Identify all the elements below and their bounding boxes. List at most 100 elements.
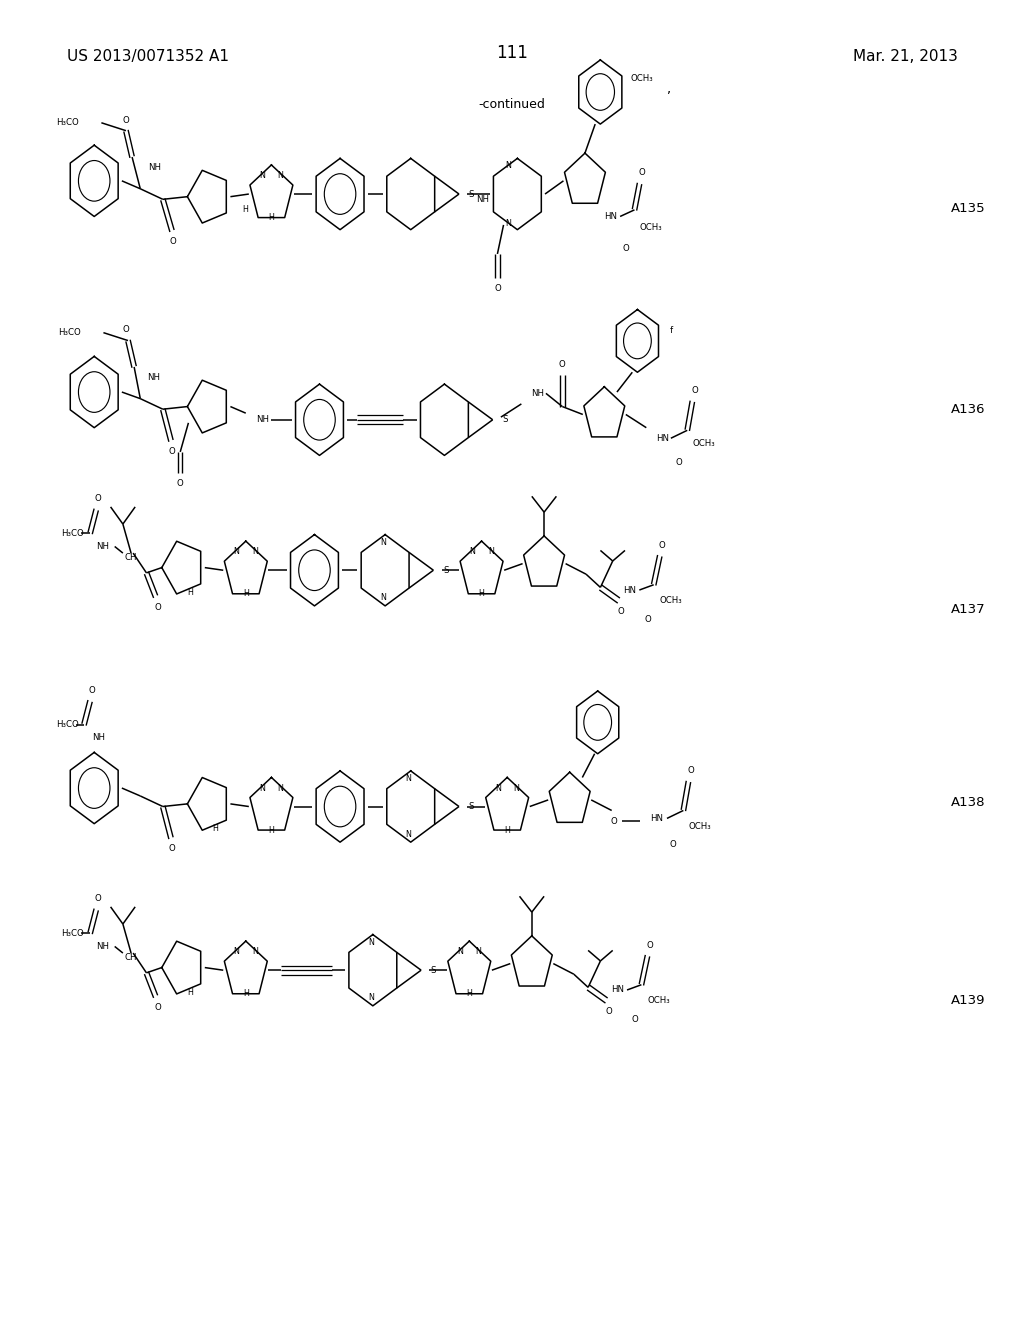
Text: NH: NH xyxy=(148,164,162,172)
Text: N: N xyxy=(380,594,386,602)
Text: Mar. 21, 2013: Mar. 21, 2013 xyxy=(853,49,957,65)
Text: NH: NH xyxy=(96,543,110,550)
Text: O: O xyxy=(169,845,175,853)
Text: N: N xyxy=(406,775,412,783)
Text: N: N xyxy=(475,948,481,956)
Text: A138: A138 xyxy=(950,796,985,809)
Text: O: O xyxy=(123,326,129,334)
Text: N: N xyxy=(233,948,240,956)
Text: O: O xyxy=(670,841,677,849)
Text: A137: A137 xyxy=(950,603,985,616)
Text: N: N xyxy=(259,784,265,792)
Text: O: O xyxy=(177,479,183,488)
Text: H: H xyxy=(268,214,274,222)
Text: OCH₃: OCH₃ xyxy=(688,822,712,830)
Text: H: H xyxy=(212,824,218,833)
Text: A136: A136 xyxy=(950,403,985,416)
Text: N: N xyxy=(259,172,265,180)
Text: O: O xyxy=(691,387,697,395)
Text: H: H xyxy=(242,206,248,214)
Text: HN: HN xyxy=(623,586,636,594)
Text: N: N xyxy=(380,539,386,546)
Text: NH: NH xyxy=(256,416,269,424)
Text: O: O xyxy=(89,686,95,694)
Text: NH: NH xyxy=(92,734,105,742)
Text: O: O xyxy=(610,817,617,825)
Text: NH: NH xyxy=(531,389,545,397)
Text: O: O xyxy=(155,1003,161,1011)
Text: A135: A135 xyxy=(950,202,985,215)
Text: H: H xyxy=(243,590,249,598)
Text: N: N xyxy=(278,172,284,180)
Text: N: N xyxy=(368,939,374,946)
Text: O: O xyxy=(676,458,682,466)
Text: 111: 111 xyxy=(496,44,528,62)
Text: CH: CH xyxy=(125,553,137,561)
Text: HN: HN xyxy=(656,434,670,442)
Text: N: N xyxy=(505,161,511,169)
Text: H: H xyxy=(186,987,193,997)
Text: NH: NH xyxy=(96,942,110,950)
Text: HN: HN xyxy=(604,213,616,220)
Text: O: O xyxy=(644,615,651,623)
Text: N: N xyxy=(233,548,240,556)
Text: H₃CO: H₃CO xyxy=(56,721,79,729)
Text: A139: A139 xyxy=(950,994,985,1007)
Text: O: O xyxy=(658,541,666,549)
Text: OCH₃: OCH₃ xyxy=(659,597,683,605)
Text: OCH₃: OCH₃ xyxy=(692,440,715,447)
Text: O: O xyxy=(95,895,101,903)
Text: O: O xyxy=(494,284,501,293)
Text: O: O xyxy=(638,169,645,177)
Text: O: O xyxy=(646,941,653,949)
Text: O: O xyxy=(95,495,101,503)
Text: OCH₃: OCH₃ xyxy=(647,997,671,1005)
Text: O: O xyxy=(617,607,625,615)
Text: N: N xyxy=(469,548,475,556)
Text: H₃CO: H₃CO xyxy=(61,529,84,537)
Text: NH: NH xyxy=(147,374,161,381)
Text: H: H xyxy=(243,990,249,998)
Text: H: H xyxy=(186,587,193,597)
Text: CH: CH xyxy=(125,953,137,961)
Text: H: H xyxy=(268,826,274,834)
Text: ,: , xyxy=(667,83,671,96)
Text: US 2013/0071352 A1: US 2013/0071352 A1 xyxy=(67,49,228,65)
Text: N: N xyxy=(278,784,284,792)
Text: N: N xyxy=(487,548,494,556)
Text: O: O xyxy=(632,1015,639,1023)
Text: f: f xyxy=(670,326,673,335)
Text: O: O xyxy=(605,1007,612,1015)
Text: OCH₃: OCH₃ xyxy=(640,223,663,231)
Text: O: O xyxy=(155,603,161,611)
Text: OCH₃: OCH₃ xyxy=(631,74,653,83)
Text: O: O xyxy=(170,238,176,246)
Text: N: N xyxy=(252,548,258,556)
Text: HN: HN xyxy=(610,986,624,994)
Text: H: H xyxy=(504,826,510,834)
Text: N: N xyxy=(406,830,412,838)
Text: NH: NH xyxy=(476,195,488,203)
Text: H₃CO: H₃CO xyxy=(56,119,79,127)
Text: -continued: -continued xyxy=(478,98,546,111)
Text: N: N xyxy=(457,948,463,956)
Text: O: O xyxy=(123,116,129,124)
Text: H: H xyxy=(478,590,484,598)
Text: S: S xyxy=(469,190,474,198)
Text: O: O xyxy=(559,360,565,368)
Text: H₃CO: H₃CO xyxy=(61,929,84,937)
Text: O: O xyxy=(623,244,630,252)
Text: N: N xyxy=(368,994,374,1002)
Text: S: S xyxy=(431,966,436,974)
Text: H: H xyxy=(466,990,472,998)
Text: S: S xyxy=(502,416,508,424)
Text: N: N xyxy=(252,948,258,956)
Text: N: N xyxy=(505,219,511,227)
Text: H₃CO: H₃CO xyxy=(58,329,81,337)
Text: S: S xyxy=(443,566,449,574)
Text: O: O xyxy=(169,447,175,455)
Text: S: S xyxy=(469,803,474,810)
Text: O: O xyxy=(687,767,694,775)
Text: N: N xyxy=(495,784,501,792)
Text: N: N xyxy=(513,784,519,792)
